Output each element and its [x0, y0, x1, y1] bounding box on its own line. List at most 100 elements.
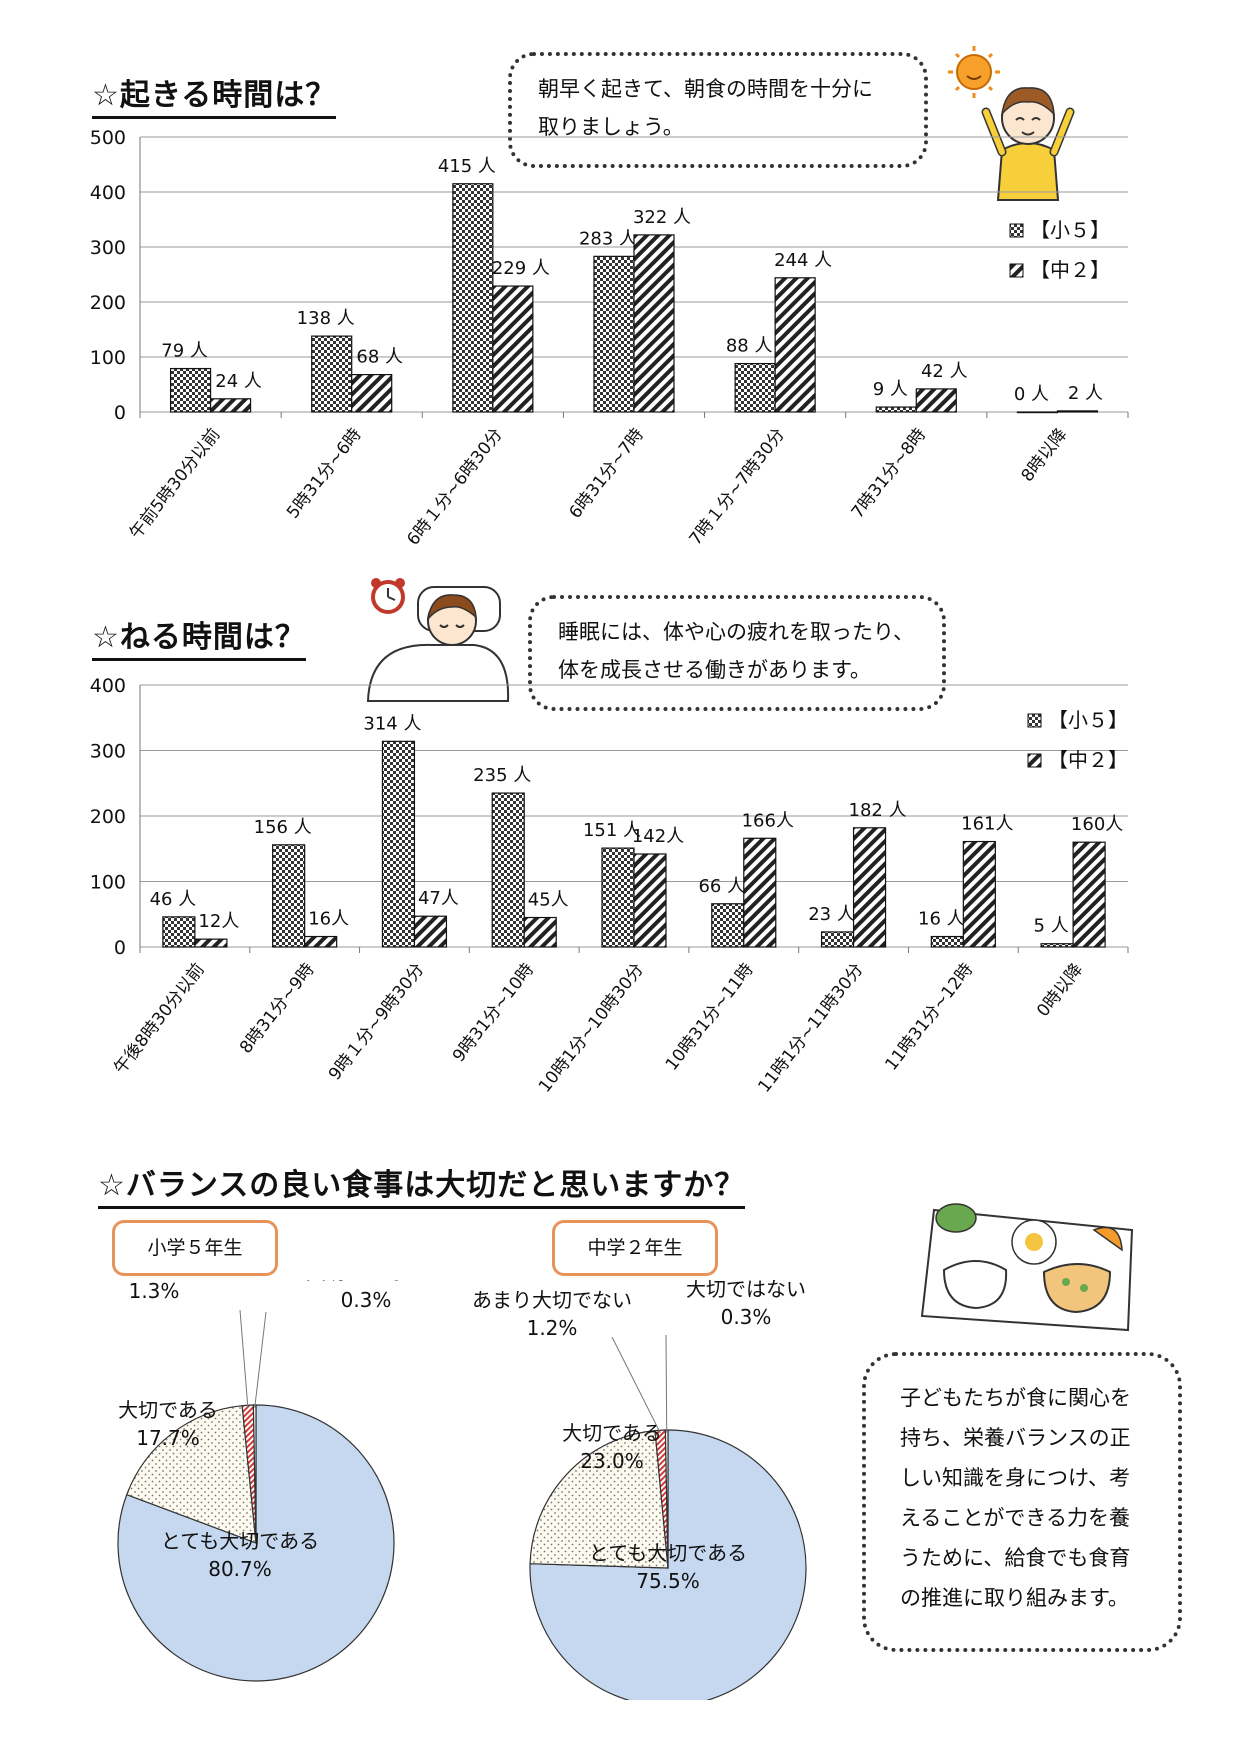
bar	[774, 277, 816, 413]
bar	[194, 938, 228, 948]
bar	[162, 916, 196, 948]
x-tick-label: 6時１分~6時30分	[403, 425, 507, 550]
data-label: 283 人	[579, 228, 637, 249]
food-education-note: 子どもたちが食に関心を 持ち、栄養バランスの正 しい知識を身につけ、考 えること…	[862, 1352, 1182, 1652]
x-tick-label: 9時１分~9時30分	[325, 960, 429, 1085]
wake-advice-line2: 取りましょう。	[538, 115, 684, 139]
data-label: 160人	[1071, 814, 1123, 835]
legend-label: 【中２】	[1030, 258, 1110, 282]
bar	[413, 915, 448, 948]
bar	[351, 374, 393, 413]
bar	[930, 935, 964, 948]
bar	[304, 935, 338, 948]
legend-swatch	[1009, 263, 1024, 278]
slice-percent: 1.2%	[527, 1316, 578, 1340]
bar	[169, 367, 212, 413]
bar	[1056, 410, 1099, 413]
bar	[915, 388, 957, 413]
bar	[593, 255, 635, 413]
data-label: 156 人	[254, 817, 312, 838]
pie-slice	[125, 1405, 257, 1544]
bar	[452, 183, 494, 413]
y-tick-label: 0	[114, 937, 126, 959]
bar	[852, 827, 887, 948]
x-tick-label: 7時１分~7時30分	[686, 425, 790, 550]
slice-percent: 23.0%	[580, 1449, 644, 1473]
slice-percent: 17.7%	[136, 1426, 200, 1450]
y-tick-label: 100	[90, 872, 126, 894]
sleeping-child-illustration	[366, 578, 510, 702]
wake-time-heading: ☆起きる時間は？	[92, 70, 337, 119]
x-tick-label: 8時31分~9時	[236, 960, 319, 1058]
data-label: 12人	[198, 911, 239, 932]
data-label: 68 人	[356, 347, 403, 368]
data-label: 161人	[961, 814, 1013, 835]
sleep-advice-line1: 睡眠には、体や心の疲れを取ったり、	[558, 620, 915, 644]
slice-label: 大切ではない	[686, 1280, 806, 1301]
data-label: 16人	[308, 909, 349, 930]
legend-label: 【小５】	[1048, 708, 1128, 732]
x-tick-label: 10時1分~10時30分	[535, 960, 648, 1097]
data-label: 314 人	[363, 713, 421, 734]
wake-advice-bubble: 朝早く起きて、朝食の時間を十分に 取りましょう。	[508, 52, 928, 168]
note-line: 持ち、栄養バランスの正	[900, 1426, 1131, 1450]
bar	[820, 931, 855, 948]
data-label: 16 人	[918, 909, 965, 930]
data-label: 9 人	[873, 379, 908, 400]
bar	[492, 285, 534, 413]
y-tick-label: 400	[90, 182, 126, 204]
y-tick-label: 300	[90, 741, 126, 763]
bar	[272, 844, 306, 948]
data-label: 235 人	[473, 765, 531, 786]
pie-slice	[529, 1429, 669, 1569]
note-line: しい知識を身につけ、考	[900, 1466, 1130, 1490]
slice-percent: 1.3%	[129, 1280, 180, 1303]
legend-label: 【小５】	[1030, 218, 1110, 242]
alarm-clock-icon	[371, 578, 405, 614]
bar	[1072, 841, 1106, 948]
wake-advice-line1: 朝早く起きて、朝食の時間を十分に	[538, 77, 873, 101]
y-tick-label: 200	[90, 806, 126, 828]
data-label: 151 人	[583, 820, 641, 841]
x-tick-label: 11時31分~12時	[881, 960, 977, 1075]
bar	[311, 335, 353, 413]
data-label: 322 人	[633, 207, 691, 228]
balanced-meal-pie-charts: とても大切である 80.7% 大切である 17.7% あまり大切でない 1.3% 大切ではな…	[117, 1280, 807, 1700]
data-label: 24 人	[215, 371, 262, 392]
x-tick-label: 5時31分~6時	[283, 425, 366, 523]
y-tick-label: 200	[90, 292, 126, 314]
data-label: 79 人	[161, 341, 208, 362]
data-label: 415 人	[438, 156, 496, 177]
data-label: 45人	[528, 890, 569, 911]
sleep-advice-bubble: 睡眠には、体や心の疲れを取ったり、 体を成長させる働きがあります。	[528, 595, 946, 711]
y-tick-label: 100	[90, 347, 126, 369]
data-label: 5 人	[1034, 916, 1069, 937]
y-tick-label: 500	[90, 127, 126, 149]
slice-label: 大切である	[118, 1398, 218, 1422]
sun-icon	[948, 46, 1000, 98]
x-tick-label: 0時以降	[1033, 960, 1087, 1021]
slice-label: とても大切である	[589, 1541, 747, 1565]
y-tick-label: 0	[114, 402, 126, 424]
balanced-meal-heading: ☆バランスの良い食事は大切だと思いますか？	[98, 1160, 746, 1209]
bar	[1016, 411, 1059, 414]
sleep-time-heading: ☆ねる時間は？	[92, 612, 306, 661]
x-tick-label: 午後8時30分以前	[110, 960, 209, 1078]
bar	[711, 903, 745, 948]
slice-percent: 0.3%	[341, 1288, 392, 1312]
data-label: 47人	[418, 888, 459, 909]
legend-label: 【中２】	[1048, 748, 1128, 772]
bar	[962, 840, 996, 948]
slice-label: あまり大切でない	[472, 1288, 632, 1312]
data-label: 2 人	[1068, 383, 1103, 404]
data-label: 244 人	[774, 250, 832, 271]
bar	[601, 847, 635, 948]
y-tick-label: 300	[90, 237, 126, 259]
x-tick-label: 10時31分~11時	[662, 960, 758, 1075]
legend-swatch	[1009, 223, 1024, 238]
data-label: 229 人	[492, 258, 550, 279]
data-label: 88 人	[726, 336, 773, 357]
bar	[875, 406, 917, 413]
